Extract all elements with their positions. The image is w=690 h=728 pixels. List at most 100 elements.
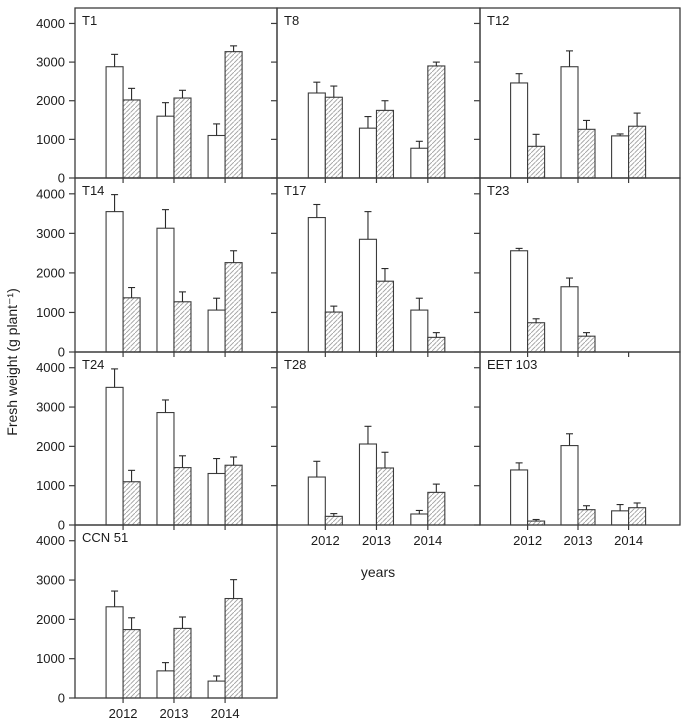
panel-t8: T8 — [271, 7, 481, 183]
bar-open — [358, 127, 378, 179]
panel-label: T23 — [487, 183, 509, 198]
bar-open — [611, 135, 630, 179]
panel-label: T12 — [487, 13, 509, 28]
bar-hatched — [122, 629, 141, 699]
y-tick-label: 3000 — [36, 55, 65, 70]
y-tick-label: 2000 — [36, 265, 65, 280]
y-tick-label: 2000 — [36, 93, 65, 108]
y-tick-label: 0 — [58, 345, 65, 360]
panel-t17: T17 — [271, 177, 481, 357]
x-tick-label: 2014 — [211, 706, 240, 721]
bar-open — [105, 66, 124, 179]
x-tick-label: 2012 — [513, 533, 542, 548]
panel-t28: 2012 2013 2014 T28 — [271, 351, 481, 548]
bar-open — [410, 147, 429, 179]
bar-hatched — [324, 311, 343, 353]
bar-open — [207, 472, 226, 526]
panel-label: T8 — [284, 13, 299, 28]
panel-label: CCN 51 — [82, 530, 128, 545]
bar-hatched — [122, 481, 141, 526]
bar-open — [410, 309, 429, 353]
bar-open — [510, 250, 529, 353]
x-axis-label: years — [361, 564, 395, 580]
bar-hatched — [375, 467, 395, 526]
bar-open — [156, 115, 175, 179]
panel-t12: T12 — [474, 7, 681, 183]
y-tick-label: 2000 — [36, 439, 65, 454]
bar-open — [611, 510, 630, 526]
bar-open — [510, 82, 529, 179]
bar-hatched — [224, 597, 243, 699]
bar-open — [560, 66, 579, 179]
bar-hatched — [577, 335, 596, 353]
y-tick-label: 1000 — [36, 651, 65, 666]
y-tick-label: 1000 — [36, 132, 65, 147]
bar-hatched — [527, 145, 546, 179]
y-tick-label: 0 — [58, 518, 65, 533]
bar-open — [105, 386, 124, 526]
panel-label: EET 103 — [487, 357, 537, 372]
y-tick-label: 1000 — [36, 478, 65, 493]
panel-t1: 0 1000 2000 3000 4000 T1 — [36, 7, 278, 186]
bar-hatched — [527, 322, 546, 353]
panel-eet-103: 2012 2013 2014 EET 103 — [474, 351, 681, 548]
panel-ccn-51: 0 1000 2000 3000 4000 2012 2013 2014 CCN 51 — [36, 524, 278, 721]
x-tick-label: 2014 — [413, 533, 442, 548]
bar-open — [156, 411, 175, 526]
bar-open — [307, 216, 326, 353]
bar-open — [105, 211, 124, 353]
bar-hatched — [122, 99, 141, 179]
panel-label: T14 — [82, 183, 104, 198]
bar-hatched — [173, 97, 192, 179]
bar-open — [410, 513, 429, 526]
bar-hatched — [173, 467, 192, 526]
bar-hatched — [577, 509, 596, 526]
y-tick-label: 1000 — [36, 305, 65, 320]
bar-hatched — [324, 515, 343, 526]
y-tick-label: 4000 — [36, 16, 65, 31]
bar-open — [560, 286, 579, 353]
panel-box — [479, 351, 681, 526]
bar-hatched — [375, 280, 395, 353]
y-tick-label: 4000 — [36, 186, 65, 201]
bar-open — [207, 309, 226, 353]
bar-open — [307, 92, 326, 179]
panel-label: T17 — [284, 183, 306, 198]
bar-hatched — [173, 627, 192, 699]
panel-label: T24 — [82, 357, 104, 372]
bar-open — [156, 670, 175, 699]
bar-hatched — [427, 65, 446, 179]
y-tick-label: 0 — [58, 171, 65, 186]
y-tick-label: 2000 — [36, 612, 65, 627]
bar-open — [307, 476, 326, 526]
bar-open — [207, 680, 226, 699]
x-tick-label: 2012 — [109, 706, 138, 721]
bar-hatched — [427, 336, 446, 353]
bar-open — [358, 238, 378, 353]
y-tick-label: 3000 — [36, 573, 65, 588]
y-tick-label: 3000 — [36, 226, 65, 241]
x-tick-label: 2014 — [614, 533, 643, 548]
panel-t14: 0 1000 2000 3000 4000 T14 — [36, 177, 278, 360]
x-tick-label: 2013 — [160, 706, 189, 721]
bar-hatched — [173, 301, 192, 353]
bar-hatched — [224, 51, 243, 179]
panels-grid: 0 1000 2000 3000 4000 T1 T8 T12 0 1000 2000 3000 400… — [36, 7, 681, 721]
y-tick-label: 3000 — [36, 400, 65, 415]
panel-label: T1 — [82, 13, 97, 28]
panel-box — [479, 177, 681, 353]
panel-box — [74, 524, 278, 699]
bar-hatched — [427, 491, 446, 526]
bar-hatched — [375, 109, 395, 179]
panel-t24: 0 1000 2000 3000 4000 T24 — [36, 351, 278, 533]
bar-hatched — [122, 297, 141, 353]
x-tick-label: 2012 — [311, 533, 340, 548]
bar-open — [156, 227, 175, 353]
y-tick-label: 4000 — [36, 533, 65, 548]
y-tick-label: 0 — [58, 691, 65, 706]
y-tick-label: 4000 — [36, 360, 65, 375]
bar-hatched — [628, 507, 647, 526]
bar-hatched — [324, 96, 343, 179]
